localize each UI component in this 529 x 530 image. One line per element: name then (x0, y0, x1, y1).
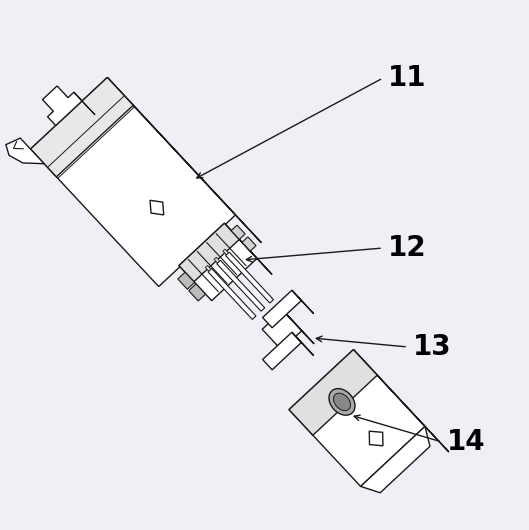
Polygon shape (289, 350, 425, 487)
Polygon shape (262, 290, 302, 328)
Polygon shape (179, 223, 239, 281)
Ellipse shape (333, 393, 351, 411)
Polygon shape (242, 237, 256, 251)
Polygon shape (262, 332, 302, 370)
Polygon shape (292, 332, 314, 356)
Polygon shape (179, 223, 257, 301)
Polygon shape (107, 77, 261, 243)
Text: 12: 12 (388, 234, 426, 262)
Polygon shape (217, 260, 264, 311)
Polygon shape (231, 225, 245, 240)
Polygon shape (208, 269, 256, 320)
Polygon shape (205, 266, 211, 271)
Polygon shape (214, 257, 220, 263)
Polygon shape (369, 431, 383, 446)
Polygon shape (224, 223, 272, 275)
Polygon shape (6, 138, 44, 164)
Text: 13: 13 (413, 333, 452, 361)
Polygon shape (223, 249, 229, 255)
Polygon shape (31, 77, 133, 177)
Polygon shape (353, 350, 449, 452)
Polygon shape (189, 284, 206, 301)
Polygon shape (74, 92, 95, 115)
Ellipse shape (329, 388, 355, 415)
Polygon shape (42, 86, 82, 126)
Text: 14: 14 (447, 428, 486, 456)
Polygon shape (31, 77, 235, 287)
Polygon shape (262, 310, 302, 350)
Polygon shape (289, 350, 377, 435)
Polygon shape (361, 427, 430, 493)
Polygon shape (178, 272, 195, 289)
Polygon shape (150, 200, 163, 215)
Polygon shape (282, 310, 314, 344)
Polygon shape (225, 252, 273, 303)
Polygon shape (292, 290, 314, 314)
Text: 11: 11 (388, 64, 426, 92)
